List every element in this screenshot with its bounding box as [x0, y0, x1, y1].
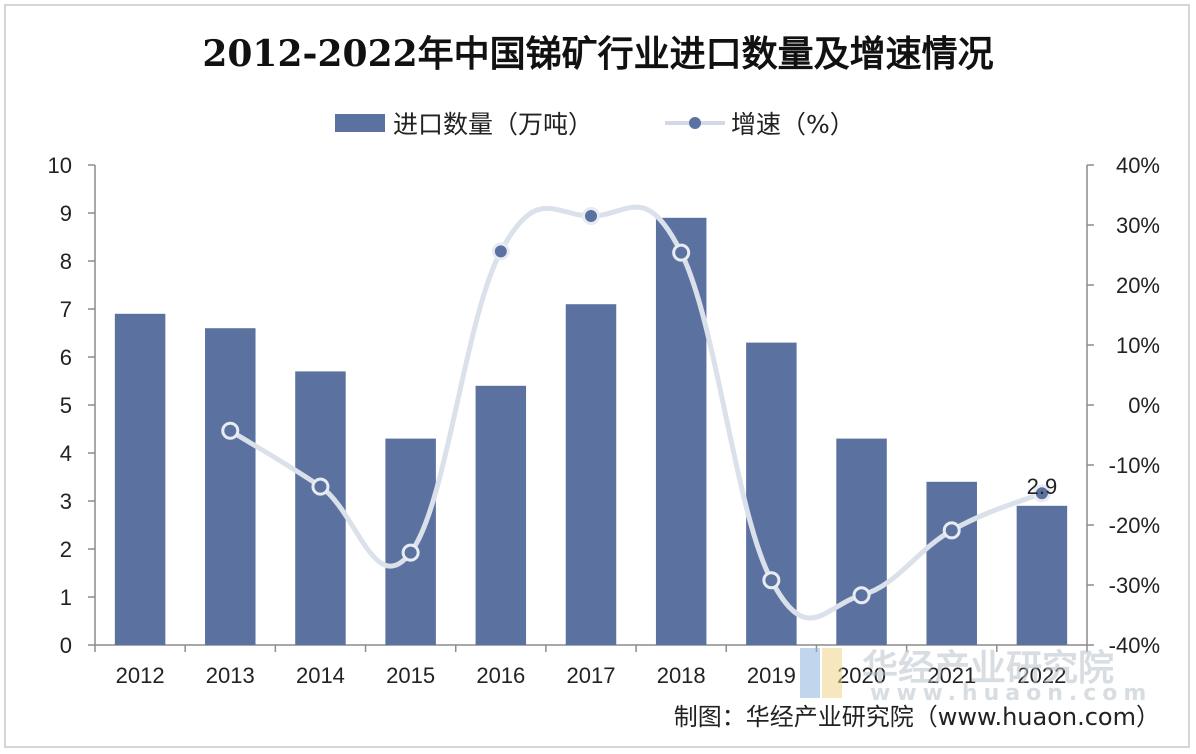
left-tick-label: 2 — [60, 537, 72, 562]
growth-line — [227, 204, 1045, 621]
data-labels: 2.9 — [1027, 474, 1058, 499]
left-tick-label: 4 — [60, 441, 72, 466]
left-tick-label: 6 — [60, 345, 72, 370]
legend-label-quantity: 进口数量（万吨） — [393, 110, 593, 139]
growth-point-2014 — [311, 477, 330, 496]
x-tick-label: 2020 — [837, 663, 886, 688]
left-tick-label: 0 — [60, 633, 72, 658]
growth-point-2016 — [491, 242, 510, 261]
bar-2018 — [655, 217, 707, 646]
growth-line-series — [221, 204, 1051, 621]
right-tick-label: 0% — [1128, 393, 1160, 418]
left-tick-label: 5 — [60, 393, 72, 418]
watermark-name: 华经产业研究院 — [862, 648, 1114, 689]
left-tick-label: 8 — [60, 249, 72, 274]
bar-series — [114, 217, 1068, 646]
x-tick-label: 2022 — [1017, 663, 1066, 688]
bar-2012 — [114, 313, 166, 645]
data-label-2022: 2.9 — [1027, 474, 1058, 499]
growth-point-2017 — [582, 207, 600, 225]
x-tick-label: 2017 — [567, 663, 616, 688]
right-tick-label: -10% — [1109, 453, 1160, 478]
axes: 0 1 2 3 4 5 6 7 8 9 10 -40% -30% -20% -10% 0% 10% 20% 30% 4… — [48, 153, 1160, 688]
bar-2019 — [746, 342, 797, 645]
x-tick-label: 2021 — [927, 663, 976, 688]
source-note: 制图：华经产业研究院（www.huaon.com） — [674, 703, 1160, 731]
left-tick-label: 7 — [60, 297, 72, 322]
x-tick-label: 2013 — [206, 663, 255, 688]
legend: 进口数量（万吨） 增速（%） — [335, 110, 855, 139]
growth-point-2015 — [401, 543, 420, 562]
left-tick-label: 10 — [48, 153, 72, 178]
right-tick-label: 20% — [1116, 273, 1160, 298]
growth-point-2020 — [852, 586, 871, 605]
x-tick-label: 2019 — [747, 663, 796, 688]
right-tick-label: -40% — [1109, 633, 1160, 658]
x-tick-label: 2016 — [476, 663, 525, 688]
x-tick-label: 2014 — [296, 663, 345, 688]
x-tick-label: 2018 — [657, 663, 706, 688]
growth-point-2018 — [672, 243, 691, 262]
left-tick-label: 3 — [60, 489, 72, 514]
right-tick-label: -30% — [1109, 573, 1160, 598]
growth-point-2013 — [221, 421, 240, 440]
right-tick-label: -20% — [1109, 513, 1160, 538]
x-tick-label: 2012 — [116, 663, 165, 688]
growth-point-2021 — [942, 521, 961, 540]
chart-title: 2012-2022年中国锑矿行业进口数量及增速情况 — [202, 33, 993, 75]
left-tick-label: 9 — [60, 201, 72, 226]
watermark-url: www.huaon.com — [870, 681, 1152, 706]
legend-swatch-marker — [689, 117, 701, 129]
bar-2020 — [836, 438, 887, 645]
x-tick-label: 2015 — [386, 663, 435, 688]
legend-swatch-bar — [335, 114, 385, 132]
bar-2021 — [926, 481, 977, 645]
bar-2014 — [295, 371, 346, 645]
watermark-logo-bar-blue — [800, 648, 820, 698]
bar-2016 — [475, 385, 527, 645]
watermark-logo: 华经产业研究院 www.huaon.com — [800, 648, 1152, 706]
bar-2013 — [205, 328, 256, 645]
right-tick-label: 30% — [1116, 213, 1160, 238]
bar-2022 — [1016, 505, 1068, 645]
bar-2017 — [565, 304, 617, 645]
bar-2015 — [385, 438, 436, 645]
legend-label-growth: 增速（%） — [731, 110, 855, 139]
right-tick-label: 10% — [1116, 333, 1160, 358]
right-tick-label: 40% — [1116, 153, 1160, 178]
watermark-logo-bar-yellow — [822, 648, 842, 698]
growth-point-2022 — [1032, 484, 1051, 503]
growth-point-2019 — [762, 571, 781, 590]
left-tick-label: 1 — [60, 585, 72, 610]
